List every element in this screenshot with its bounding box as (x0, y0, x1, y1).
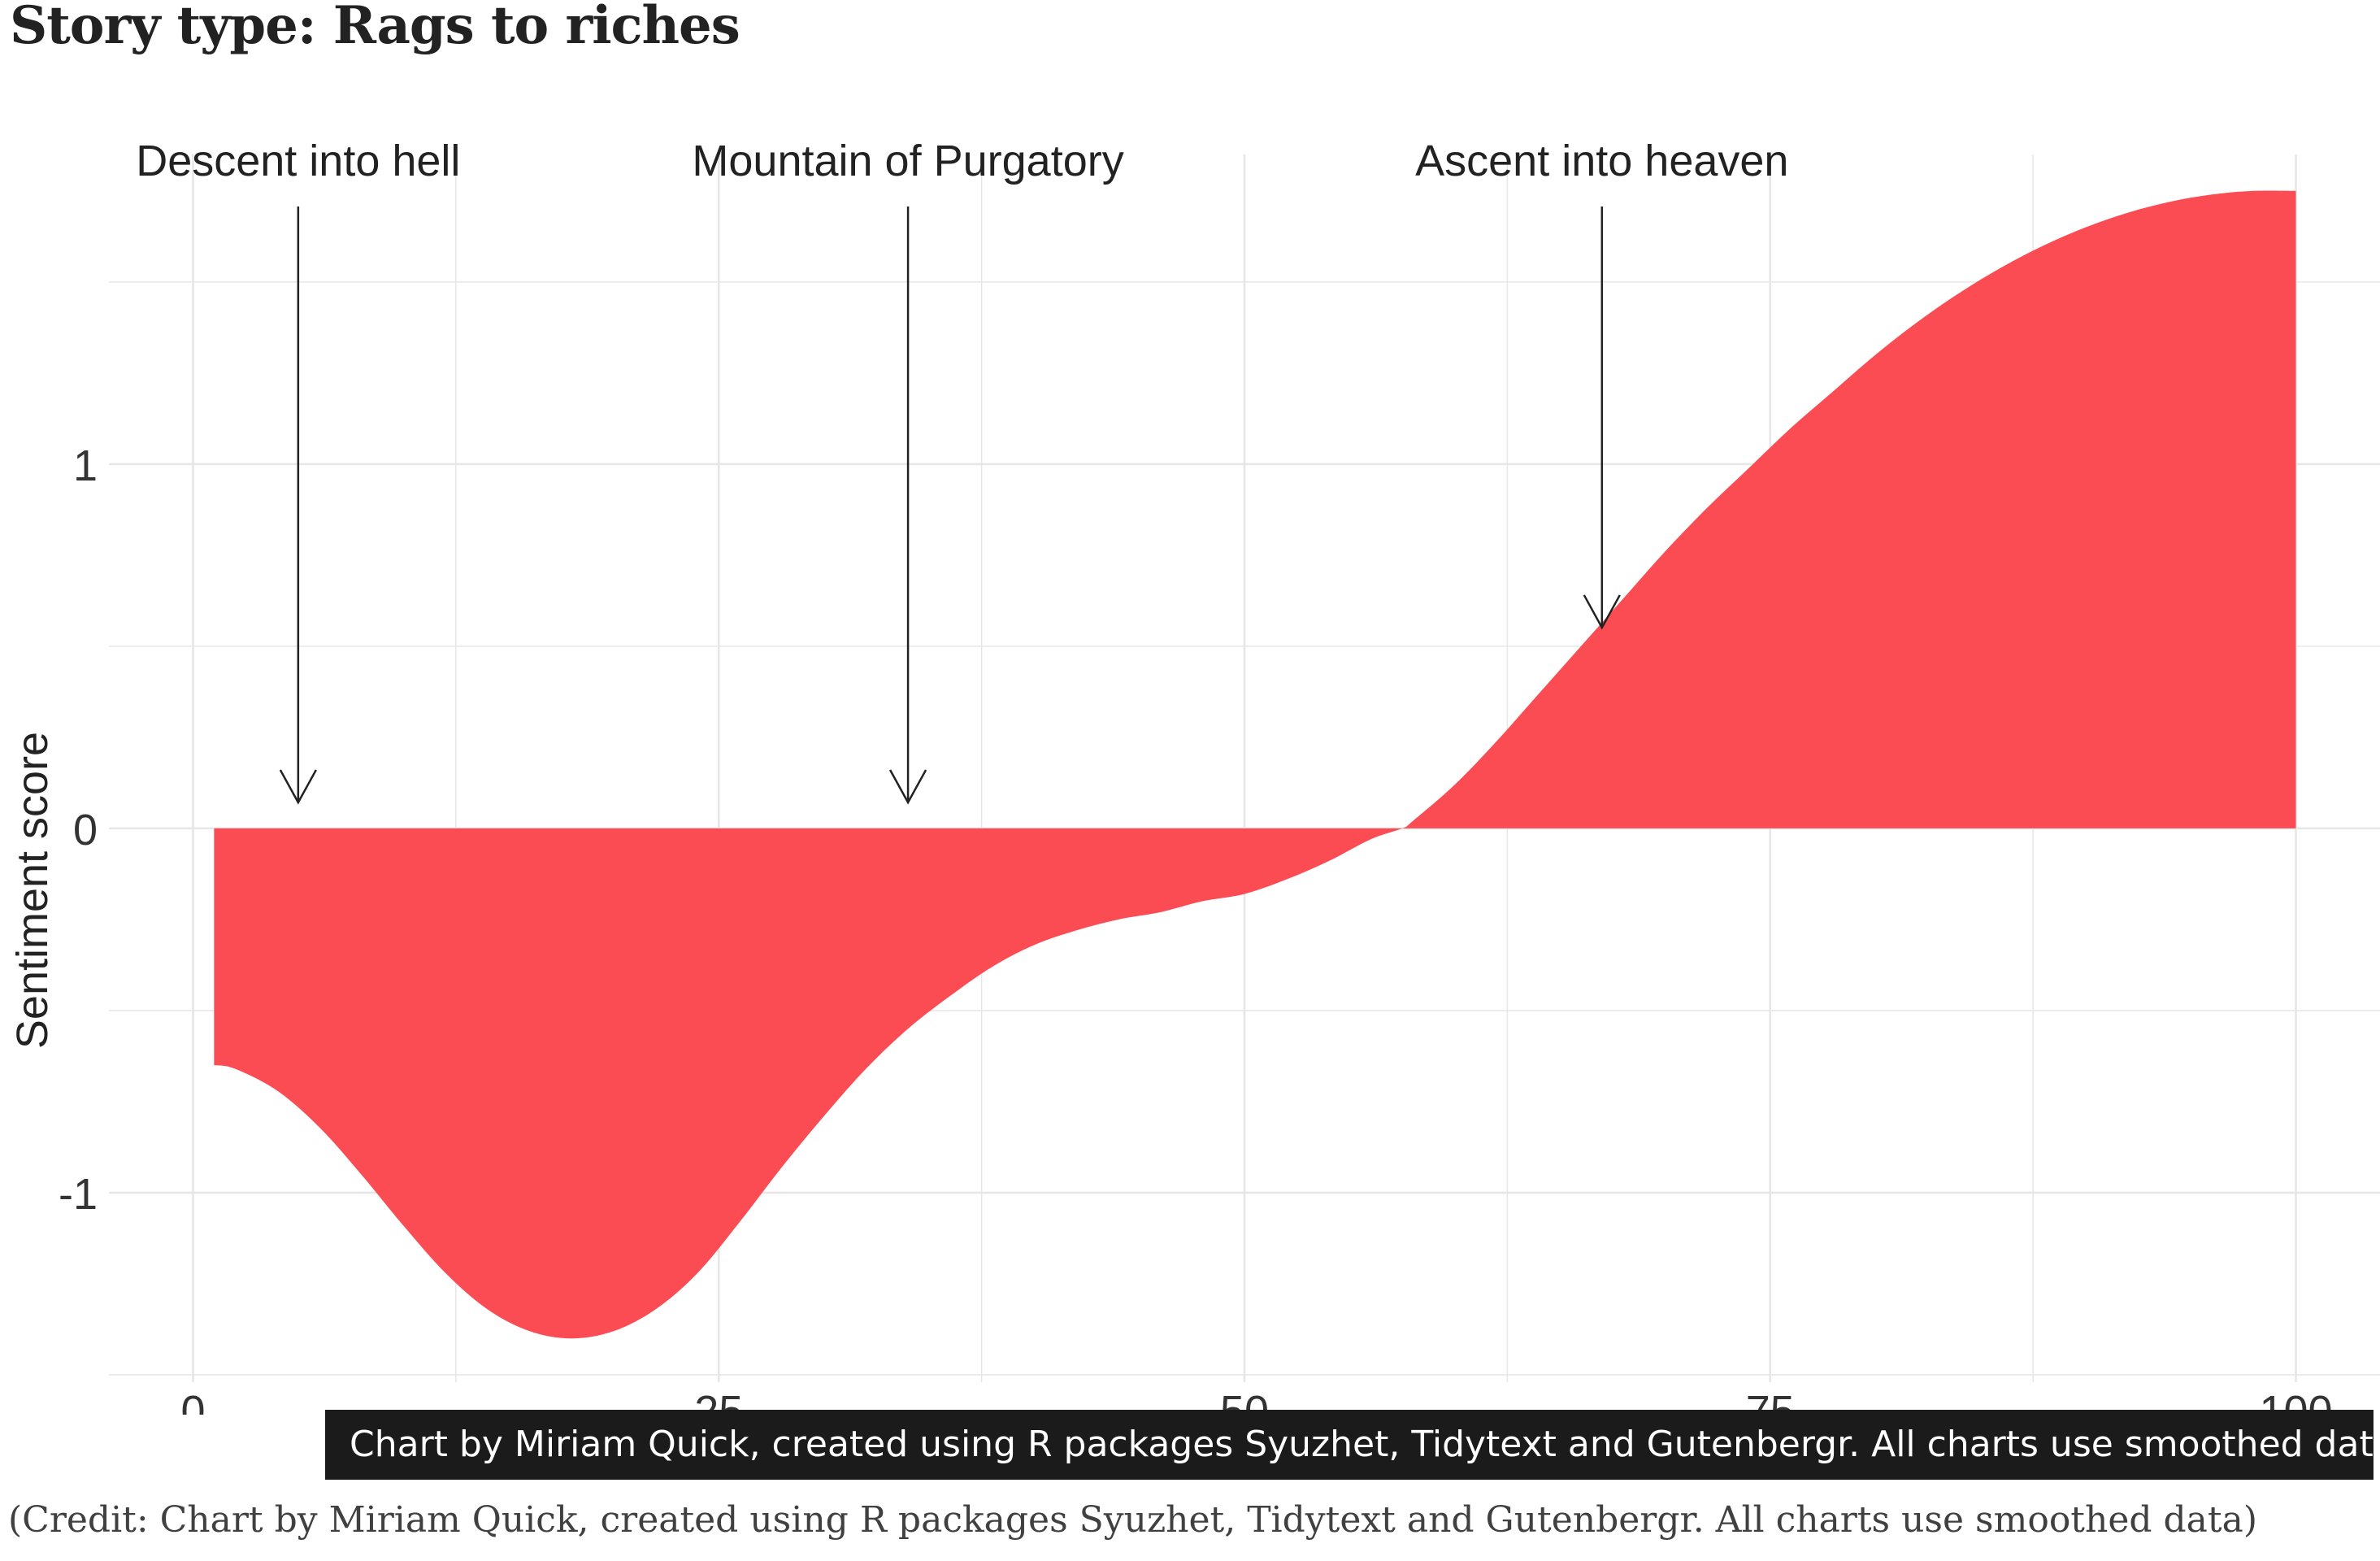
chart-caption-bar: Chart by Miriam Quick, created using R p… (325, 1410, 2373, 1480)
annotation-arrowhead (888, 769, 927, 805)
chart-caption: Chart by Miriam Quick, created using R p… (350, 1424, 2373, 1465)
y-tick-label: 0 (73, 806, 98, 854)
sentiment-area (214, 190, 2296, 1339)
annotation-label: Descent into hell (136, 137, 460, 185)
x-tick-label: 0 (180, 1387, 205, 1415)
annotation-arrowhead (279, 769, 317, 805)
y-axis-title: Sentiment score (8, 732, 57, 1049)
sentiment-area-chart: Descent into hell Mountain of Purgatory As… (8, 137, 2380, 1415)
annotation-label: Mountain of Purgatory (692, 137, 1123, 185)
annotation-layer: Descent into hell Mountain of Purgatory As… (136, 137, 1788, 805)
area-layer (214, 190, 2296, 1339)
annotation-label: Ascent into heaven (1415, 137, 1788, 185)
y-tick-label: 1 (73, 441, 98, 490)
y-tick-label: -1 (59, 1170, 98, 1219)
image-credit: (Credit: Chart by Miriam Quick, created … (8, 1499, 2257, 1541)
annotation-arrowhead (1583, 594, 1621, 630)
page-title: Story type: Rags to riches (10, 0, 740, 56)
